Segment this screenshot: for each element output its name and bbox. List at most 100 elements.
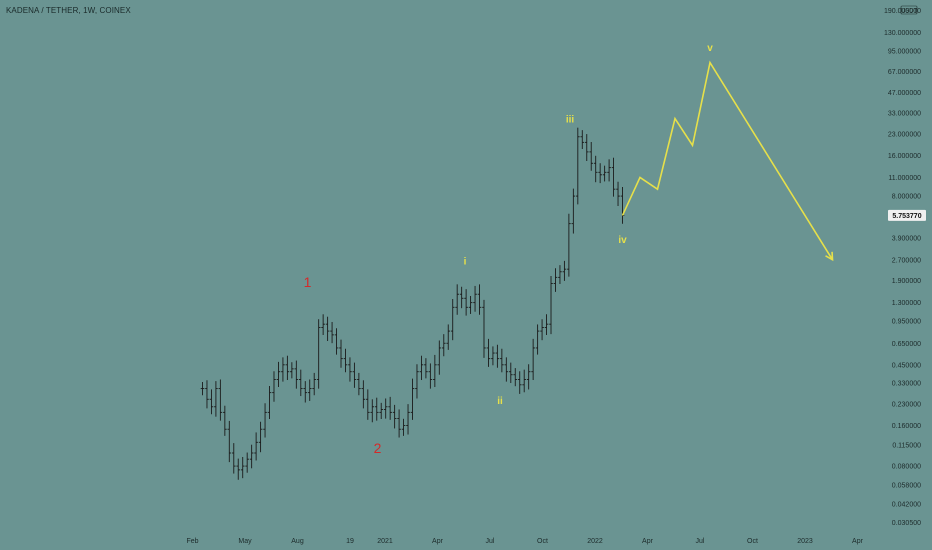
ohlc-bar (450, 299, 455, 341)
y-tick-label: 0.115000 (892, 442, 921, 449)
ohlc-bar (598, 163, 602, 184)
x-tick-label: 19 (346, 538, 354, 545)
ohlc-bar (455, 284, 459, 315)
ohlc-bar (218, 379, 223, 421)
ohlc-bar (607, 159, 611, 182)
ohlc-bar (616, 181, 620, 206)
ohlc-bar (486, 338, 491, 367)
ohlc-bar (397, 409, 401, 438)
ohlc-bar (303, 381, 308, 403)
ohlc-bar (424, 358, 428, 379)
y-tick-label: 0.160000 (892, 423, 921, 430)
y-tick-label: 0.080000 (892, 464, 921, 471)
ohlc-bar (388, 396, 392, 420)
ohlc-bar (379, 402, 384, 420)
ohlc-bar (223, 405, 227, 436)
ohlc-bar (285, 355, 290, 381)
ohlc-bar (611, 157, 616, 197)
ohlc-bar (294, 360, 299, 389)
ohlc-bar (437, 340, 442, 375)
x-tick-label: Jul (486, 538, 495, 545)
ohlc-bar (361, 380, 366, 409)
ohlc-bar (508, 362, 513, 384)
ohlc-bar (491, 346, 495, 366)
y-tick-label: 16.000000 (888, 153, 921, 160)
ohlc-bar (549, 276, 553, 335)
y-tick-label: 130.000000 (884, 30, 921, 37)
x-tick-label: Aug (291, 538, 304, 545)
ohlc-bar (263, 403, 267, 438)
ohlc-bar (343, 348, 348, 373)
ohlc-bar (419, 355, 424, 381)
ohlc-bar (540, 319, 544, 341)
time-axis[interactable]: Feb May Aug 19 2021 Apr Jul Oct 2022 Apr Jul Oct 202… (186, 538, 863, 545)
ohlc-bar (495, 344, 500, 368)
ohlc-bar (571, 188, 576, 234)
ohlc-bar (522, 369, 527, 393)
ohlc-bar (316, 319, 321, 389)
ohlc-bar (562, 260, 567, 281)
wave-label-ii: ii (497, 396, 503, 407)
ohlc-bar (249, 444, 254, 469)
ohlc-bar (366, 389, 370, 420)
ohlc-bar (312, 372, 317, 396)
ohlc-bar (576, 127, 580, 205)
ohlc-bar (513, 368, 518, 387)
ohlc-bar (526, 364, 531, 390)
ohlc-bar (374, 397, 379, 421)
y-tick-label: 47.000000 (888, 90, 921, 97)
x-tick-label: 2022 (587, 538, 603, 545)
wave-label-iii: iii (566, 115, 575, 126)
ohlc-bar (620, 186, 625, 224)
ohlc-bar (258, 421, 263, 453)
wave-label-v: v (707, 43, 713, 54)
y-tick-label: 0.450000 (892, 362, 921, 369)
wave-label-2: 2 (374, 440, 382, 456)
ohlc-bar (298, 369, 303, 397)
ohlc-bar (589, 141, 594, 171)
ohlc-bar (290, 362, 294, 379)
x-tick-label: May (238, 538, 252, 545)
ohlc-bar (459, 286, 464, 309)
x-tick-label: Jul (696, 538, 705, 545)
y-tick-label: 67.000000 (888, 69, 921, 76)
last-price-label: 5.753770 (892, 213, 921, 220)
price-axis[interactable]: 190.000000 130.000000 95.000000 67.000000 47… (884, 8, 921, 527)
ohlc-bar (330, 321, 334, 344)
ohlc-bar (500, 348, 504, 373)
y-tick-label: 1.300000 (892, 300, 921, 307)
y-tick-label: 190.000000 (884, 8, 921, 15)
ohlc-bar (446, 324, 451, 350)
ohlc-bar (245, 452, 249, 473)
currency-badge: USDT (900, 5, 917, 14)
ohlc-bar (254, 432, 258, 461)
ohlc-bar (267, 385, 272, 420)
y-tick-label: 0.042000 (892, 501, 921, 508)
ohlc-bar (441, 334, 446, 357)
symbol-title: KADENA / TETHER, 1W, COINEX (6, 6, 131, 15)
ohlc-bar (473, 285, 477, 312)
ohlc-bar (325, 316, 330, 341)
ohlc-bar (339, 339, 343, 368)
ohlc-bar (593, 155, 598, 183)
y-tick-label: 8.000000 (892, 194, 921, 201)
projection-arrowhead-icon (825, 251, 834, 262)
x-tick-label: Apr (852, 538, 864, 545)
y-tick-label: 23.000000 (888, 132, 921, 139)
wave-label-1: 1 (304, 274, 312, 290)
ohlc-bar (240, 456, 245, 479)
y-tick-label: 95.000000 (888, 49, 921, 56)
ohlc-bar (357, 372, 361, 396)
y-tick-label: 0.330000 (892, 381, 921, 388)
y-tick-label: 2.700000 (892, 257, 921, 264)
ohlc-bar (281, 357, 285, 382)
ohlc-bar (231, 443, 236, 474)
x-tick-label: Apr (432, 538, 444, 545)
ohlc-bar (352, 362, 357, 388)
y-tick-label: 1.900000 (892, 278, 921, 285)
ohlc-bar (334, 328, 339, 355)
x-tick-label: 2023 (797, 538, 813, 545)
y-tick-label: 3.900000 (892, 236, 921, 243)
ohlc-bar (553, 268, 558, 292)
